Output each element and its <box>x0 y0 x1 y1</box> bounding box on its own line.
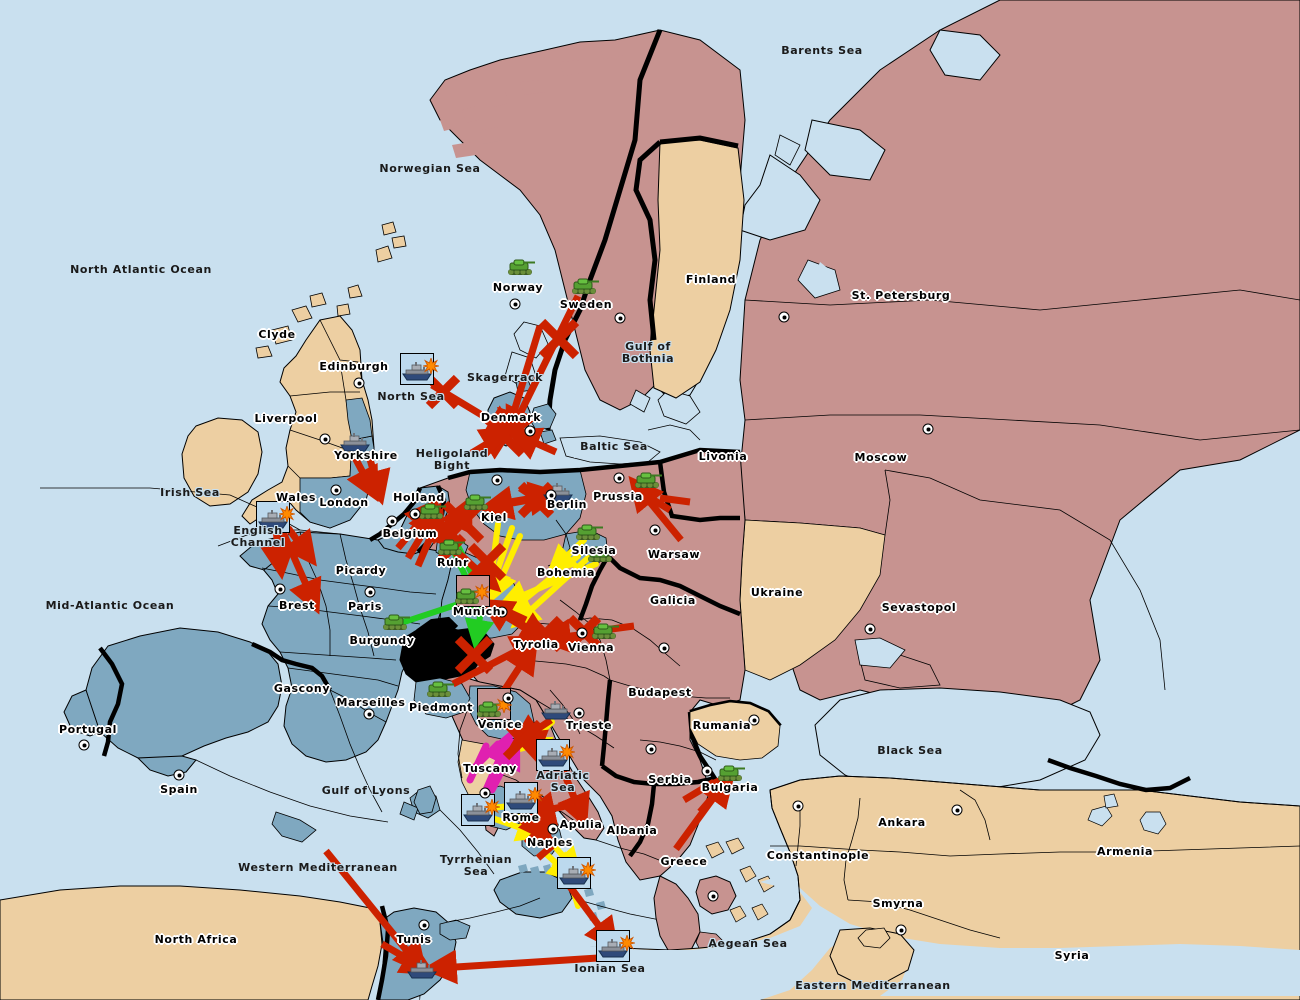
sea-black <box>814 687 1101 793</box>
landmass-france-iberia <box>63 531 453 777</box>
province-yorkshire <box>345 397 373 441</box>
province-piedmont <box>413 677 471 719</box>
landmass-british-isles <box>40 221 407 547</box>
province-finland <box>649 139 745 399</box>
